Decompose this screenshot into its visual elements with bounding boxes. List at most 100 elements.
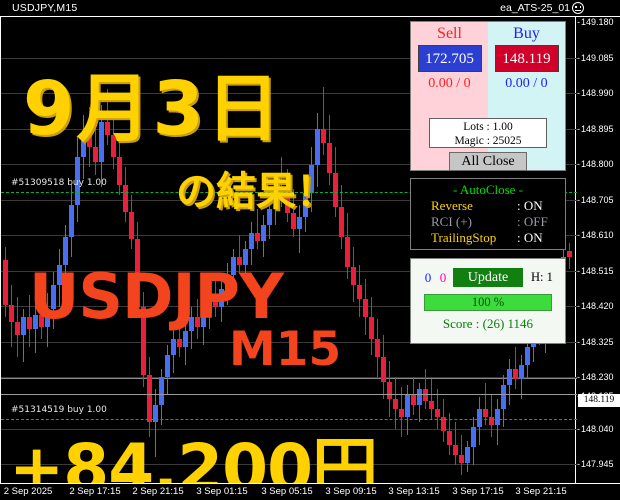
candle-body bbox=[81, 135, 86, 157]
candle-body bbox=[339, 207, 344, 237]
ea-control-panel[interactable]: Sell 172.705 0.00 / 0 Buy 148.119 0.00 /… bbox=[410, 21, 566, 344]
time-tick: 3 Sep 21:15 bbox=[515, 486, 567, 497]
order-line[interactable] bbox=[1, 192, 577, 193]
candle-body bbox=[3, 260, 8, 305]
buy-profit-label: 0.00 / 0 bbox=[505, 76, 548, 91]
sell-title: Sell bbox=[437, 25, 462, 42]
candle-body bbox=[309, 165, 314, 193]
candle-body bbox=[357, 285, 362, 299]
candle-body bbox=[423, 389, 428, 401]
candle-body bbox=[201, 313, 206, 327]
reverse-value: : ON bbox=[517, 198, 543, 213]
candle-body bbox=[501, 385, 506, 409]
status-row: 0 0 Update H: 1 bbox=[411, 268, 565, 287]
lots-magic-box: Lots : 1.00 Magic : 25025 bbox=[429, 118, 547, 148]
order-line[interactable] bbox=[1, 419, 577, 420]
candle-body bbox=[507, 369, 512, 385]
price-scale-axis[interactable]: -149.180 -149.085 -148.990 -148.895 -148.800… bbox=[577, 17, 620, 500]
candle-body bbox=[417, 389, 422, 405]
time-scale-axis[interactable]: 2 Sep 2025 2 Sep 17:15 2 Sep 21:15 3 Sep 01… bbox=[0, 483, 620, 500]
candle-wick bbox=[485, 383, 486, 425]
candle-body bbox=[183, 331, 188, 347]
candle-wick bbox=[41, 285, 42, 339]
candle-body bbox=[75, 157, 80, 205]
candle-body bbox=[39, 315, 44, 327]
candle-body bbox=[381, 357, 386, 382]
candle-body bbox=[261, 225, 266, 241]
candle-body bbox=[519, 365, 524, 379]
gridline bbox=[1, 129, 577, 130]
gridline bbox=[1, 377, 577, 378]
candle-body bbox=[567, 251, 572, 257]
candle-wick bbox=[491, 395, 492, 437]
autoclose-row-trailingstop[interactable]: TrailingStop : ON bbox=[411, 230, 565, 246]
price-tick: -147.945 bbox=[577, 459, 614, 469]
candle-body bbox=[525, 347, 530, 365]
candle-body bbox=[57, 265, 62, 285]
candle-body bbox=[141, 307, 146, 375]
overlay-date-text: 9月3日 bbox=[23, 66, 282, 152]
time-tick: 3 Sep 13:15 bbox=[388, 486, 440, 497]
candle-body bbox=[267, 209, 272, 225]
price-tick: -148.895 bbox=[577, 124, 614, 134]
gridline bbox=[1, 429, 577, 430]
price-tick: -149.085 bbox=[577, 53, 614, 63]
candle-body bbox=[213, 299, 218, 307]
candle-body bbox=[471, 427, 476, 447]
candle-body bbox=[123, 185, 128, 212]
sell-profit-label: 0.00 / 0 bbox=[428, 76, 471, 91]
progress-bar: 100 % bbox=[424, 294, 552, 311]
rci-value: : OFF bbox=[517, 214, 548, 229]
candle-body bbox=[345, 237, 350, 267]
candle-body bbox=[117, 157, 122, 185]
candle-body bbox=[513, 369, 518, 379]
h-counter-label: H: 1 bbox=[531, 270, 553, 284]
candle-body bbox=[387, 382, 392, 399]
candle-wick bbox=[299, 205, 300, 253]
all-close-button[interactable]: All Close bbox=[449, 152, 527, 171]
time-tick: 2 Sep 17:15 bbox=[69, 486, 121, 497]
time-tick: 3 Sep 17:15 bbox=[452, 486, 504, 497]
sell-price-button[interactable]: 172.705 bbox=[417, 45, 482, 72]
autoclose-box: - AutoClose - Reverse : ON RCI (+) : OFF… bbox=[410, 178, 566, 250]
candle-wick bbox=[323, 87, 324, 155]
reverse-key: Reverse bbox=[431, 198, 473, 213]
candle-wick bbox=[287, 169, 288, 222]
trailingstop-value: : ON bbox=[517, 230, 543, 245]
candle-body bbox=[315, 129, 320, 165]
overlay-timeframe-text: M15 bbox=[229, 322, 342, 377]
candle-body bbox=[87, 135, 92, 147]
gridline-strong bbox=[1, 378, 577, 379]
autoclose-row-reverse[interactable]: Reverse : ON bbox=[411, 198, 565, 214]
trade-box: Sell 172.705 0.00 / 0 Buy 148.119 0.00 /… bbox=[410, 21, 566, 171]
candle-wick bbox=[281, 157, 282, 207]
progress-bar-fill bbox=[425, 295, 551, 310]
candle-body bbox=[51, 285, 56, 309]
rci-key: RCI (+) bbox=[431, 214, 472, 229]
time-tick: 3 Sep 01:15 bbox=[196, 486, 248, 497]
update-button[interactable]: Update bbox=[453, 268, 523, 287]
candle-wick bbox=[107, 89, 108, 145]
price-tick: -149.180 bbox=[577, 17, 614, 27]
gridline bbox=[1, 93, 577, 94]
price-tick: -148.800 bbox=[577, 159, 614, 169]
candle-body bbox=[441, 417, 446, 431]
candle-body bbox=[429, 401, 434, 409]
time-tick: 3 Sep 09:15 bbox=[325, 486, 377, 497]
candle-body bbox=[273, 189, 278, 209]
candle-body bbox=[171, 339, 176, 355]
buy-price-button[interactable]: 148.119 bbox=[494, 45, 559, 72]
smiley-face-icon bbox=[572, 2, 584, 14]
candle-body bbox=[177, 339, 182, 347]
candle-wick bbox=[23, 309, 24, 362]
time-tick: 2 Sep 2025 bbox=[3, 486, 53, 497]
candle-body bbox=[129, 212, 134, 239]
price-tick: -148.040 bbox=[577, 424, 614, 434]
candle-body bbox=[33, 315, 38, 329]
autoclose-row-rci[interactable]: RCI (+) : OFF bbox=[411, 214, 565, 230]
candle-body bbox=[111, 135, 116, 157]
price-tick: -148.515 bbox=[577, 266, 614, 276]
candle-body bbox=[69, 205, 74, 237]
order-label: #51314519 buy 1.00 bbox=[11, 405, 107, 415]
candle-body bbox=[435, 409, 440, 417]
